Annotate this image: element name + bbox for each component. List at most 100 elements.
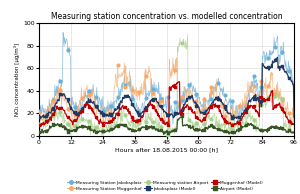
Point [187,119,192,122]
Point [144,75,149,78]
Point [151,125,156,128]
Point [165,114,170,117]
Point [172,86,177,89]
Point [122,84,127,87]
Point [72,113,77,116]
Point [280,98,285,101]
Point [65,115,70,119]
Point [144,120,149,123]
Point [237,105,242,108]
Point [280,65,285,68]
Point [37,109,41,113]
Point [172,127,177,130]
Point [122,124,127,127]
Point [130,102,134,106]
Point [273,126,278,129]
Point [58,80,63,83]
Point [208,118,213,121]
Point [58,92,63,95]
Point [158,100,163,103]
Point [273,105,278,108]
Y-axis label: NO₂ concentration [µg/m³]: NO₂ concentration [µg/m³] [14,43,20,116]
Point [230,123,235,126]
Point [280,107,285,111]
Point [287,112,292,115]
Point [37,115,41,119]
Point [144,109,149,112]
Point [165,121,170,124]
Point [58,111,63,114]
Point [72,128,77,132]
Point [266,56,270,59]
Point [151,106,156,109]
Point [72,119,77,122]
Point [115,64,120,67]
Point [187,96,192,100]
Point [187,83,192,87]
Point [251,84,256,87]
Point [280,126,285,130]
Point [287,70,292,73]
Point [258,86,263,89]
Point [65,131,70,134]
Point [137,127,142,130]
Point [201,111,206,114]
Point [151,87,156,91]
Point [251,118,256,121]
Point [37,123,41,126]
Point [187,107,192,110]
Point [165,131,170,134]
Point [94,96,99,99]
Point [201,128,206,131]
Point [215,97,220,100]
Point [165,124,170,127]
Point [101,123,106,126]
Point [94,116,99,119]
Point [80,106,84,109]
Point [44,116,49,119]
X-axis label: Hours after 18.08.2015 00:00 [h]: Hours after 18.08.2015 00:00 [h] [115,148,218,153]
Point [266,85,270,88]
Point [223,105,227,108]
Point [180,99,184,102]
Point [87,106,92,109]
Point [65,108,70,111]
Point [151,99,156,102]
Point [101,129,106,133]
Point [244,102,249,106]
Point [172,128,177,132]
Point [230,130,235,133]
Point [72,111,77,114]
Point [122,113,127,117]
Point [122,106,127,109]
Point [130,129,134,132]
Point [158,125,163,128]
Point [115,111,120,114]
Point [101,110,106,113]
Point [108,113,113,116]
Point [137,113,142,116]
Point [122,94,127,97]
Point [187,95,192,99]
Point [44,129,49,132]
Point [215,123,220,126]
Point [44,114,49,117]
Point [115,125,120,128]
Point [44,120,49,123]
Point [223,119,227,122]
Point [165,134,170,137]
Point [80,118,84,121]
Point [273,46,278,49]
Point [266,128,270,131]
Point [280,50,285,53]
Point [251,105,256,108]
Point [94,126,99,129]
Point [244,124,249,127]
Point [273,92,278,95]
Point [280,98,285,101]
Point [80,96,84,100]
Point [237,117,242,120]
Point [137,112,142,115]
Point [87,99,92,102]
Point [208,86,213,89]
